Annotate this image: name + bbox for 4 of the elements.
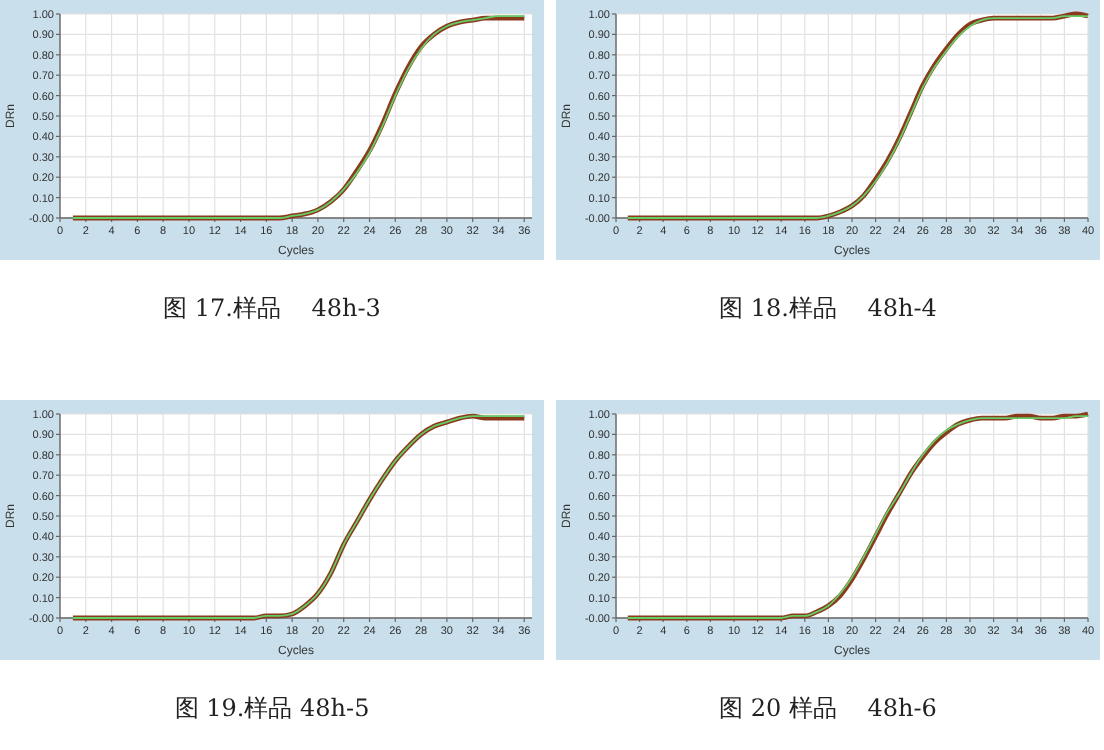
text: 图 20 样品 48h-6 <box>719 694 937 722</box>
text: 图 18.样品 48h-4 <box>719 294 938 322</box>
text: 图 17.样品 48h-3 <box>163 294 381 322</box>
text: 图 19.样品 48h-5 <box>174 694 370 722</box>
